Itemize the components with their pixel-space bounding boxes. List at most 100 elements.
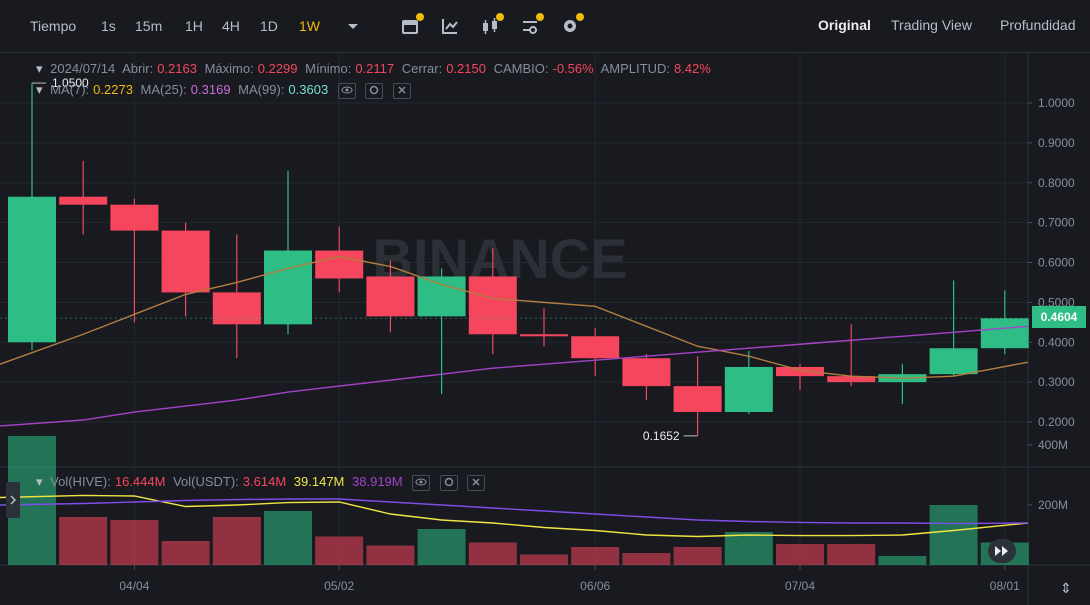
candle-body[interactable] [622,358,671,387]
vol-eye-icon[interactable] [412,474,431,491]
candle-body[interactable] [59,196,108,205]
interval-1w[interactable]: 1W [299,18,320,34]
low-label: Mínimo: [305,61,352,76]
line-chart-icon[interactable] [440,16,460,36]
volume-tick-label: 200M [1038,498,1068,512]
vol-ma2-value: 38.919M [352,474,403,489]
candle-body[interactable] [212,292,261,325]
volume-bar [520,554,568,565]
interval-15m[interactable]: 15m [135,18,163,34]
ma7-line [0,255,1029,379]
interval-tiempo[interactable]: Tiempo [30,18,77,34]
ohlc-legend: ▾ 2024/07/14 Abrir: 0.2163 Máximo: 0.2299 … [36,61,711,76]
low-value: 0.2117 [355,61,395,76]
candle-body[interactable] [776,366,824,377]
candle-body[interactable] [724,366,773,413]
candle-body[interactable] [8,196,56,343]
candle-body[interactable] [417,276,466,317]
panel-collapse-handle[interactable] [6,482,20,518]
price-tick-label: 1.0000 [1038,96,1075,110]
vol-close-icon[interactable] [467,474,486,491]
vol-hive-value: 16.444M [114,474,166,489]
volume-legend-toggle[interactable]: ▾ [36,474,43,489]
candle-body[interactable] [315,250,364,279]
volume-bar [315,536,364,565]
price-tick-label: 0.8000 [1038,176,1075,190]
scroll-to-latest-button[interactable] [988,539,1016,563]
time-tick-label: 07/04 [785,579,815,593]
volume-bar [468,542,517,565]
vol-usdt-label: Vol(USDT): [173,474,239,489]
ma-legend-toggle[interactable]: ▾ [36,82,43,97]
open-label: Abrir: [122,61,154,76]
candle-body[interactable] [468,276,517,335]
volume-bar [264,511,312,565]
view-tab-trading-view[interactable]: Trading View [891,17,972,33]
close-value: 0.2150 [446,61,486,76]
candle-body[interactable] [980,318,1029,349]
legend-date: 2024/07/14 [50,61,116,76]
gear-icon[interactable] [365,82,384,99]
ma25-value: 0.3169 [190,82,231,97]
candle-body[interactable] [673,386,722,413]
ma99-label: MA(99): [238,82,285,97]
interval-1d[interactable]: 1D [260,18,278,34]
candle-body[interactable] [366,276,415,317]
close-label: Cerrar: [401,61,443,76]
candle-body[interactable] [571,336,620,359]
volume-bar [110,520,159,565]
vol-gear-icon[interactable] [439,474,458,491]
view-tab-profundidad[interactable]: Profundidad [1000,17,1076,33]
indicators-icon[interactable] [520,13,544,36]
view-tab-original[interactable]: Original [818,17,871,33]
interval-1s[interactable]: 1s [101,18,116,34]
ma7-value: 0.2273 [93,82,133,97]
high-label: Máximo: [204,61,254,76]
volume-bar [878,556,927,565]
amplitude-value: 8.42% [673,61,711,76]
ma7-label: MA(7): [50,82,90,97]
eye-icon[interactable] [337,82,356,99]
candle-body[interactable] [827,376,876,383]
price-chart[interactable]: BINANCE 1.00000.90000.80000.70000.60000.… [0,53,1090,605]
volume-bar [59,517,108,565]
time-tick-label: 05/02 [324,579,354,593]
candle-body[interactable] [264,250,312,325]
interval-dropdown-icon[interactable] [343,16,363,36]
price-tick-label: 0.5000 [1038,295,1075,309]
volume-bar [827,544,876,565]
low-marker-label: 0.1652 [643,429,680,443]
ma99-value: 0.3603 [288,82,329,97]
volume-legend: ▾ Vol(HIVE): 16.444M Vol(USDT): 3.614M 39.… [36,474,489,491]
ma25-label: MA(25): [140,82,187,97]
time-tick-label: 06/06 [580,579,610,593]
volume-tick-label: 400M [1038,438,1068,452]
high-value: 0.2299 [257,61,298,76]
price-tick-label: 0.2000 [1038,415,1075,429]
volume-bar [724,532,773,565]
ma25-line [0,325,1029,427]
calendar-icon[interactable] [400,13,424,36]
price-tick-label: 0.4000 [1038,335,1075,349]
time-tick-label: 08/01 [990,579,1020,593]
interval-4h[interactable]: 4H [222,18,240,34]
volume-ma2-line [0,498,1029,525]
candle-body[interactable] [520,334,568,337]
candlestick-icon[interactable] [480,13,504,36]
settings-gear-icon[interactable] [560,13,584,36]
volume-bar [673,547,722,565]
volume-bar [776,544,824,565]
axis-scale-icon[interactable]: ⇕ [1060,580,1072,596]
volume-bar [366,545,415,565]
top-toolbar: Tiempo 1s 15m 1H 4H 1D 1W Original Tradi… [0,0,1090,53]
candle-body[interactable] [110,204,159,231]
high-marker-label: 1.0500 [52,76,89,90]
interval-1h[interactable]: 1H [185,18,203,34]
open-value: 0.2163 [157,61,197,76]
current-price-tag: 0.4604 [1032,306,1086,328]
vol-usdt-value: 3.614M [242,474,287,489]
volume-bar [622,553,671,565]
candle-body[interactable] [929,348,978,375]
close-icon[interactable] [393,82,412,99]
candle-body[interactable] [161,230,210,293]
